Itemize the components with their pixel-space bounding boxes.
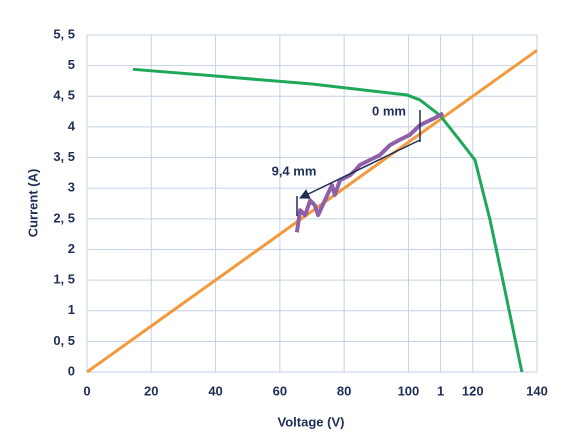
- y-tick-label: 3: [68, 180, 75, 195]
- x-tick-label: 40: [208, 383, 222, 398]
- distance-arrow: [296, 110, 421, 216]
- series-line: [294, 111, 445, 233]
- y-tick-label: 5, 5: [53, 26, 75, 41]
- y-axis-label: Current (A): [25, 169, 40, 238]
- x-tick-label: 0: [83, 383, 90, 398]
- x-tick-label: 1: [437, 383, 444, 398]
- y-tick-label: 1: [68, 302, 75, 317]
- series-line: [86, 49, 538, 374]
- x-tick-label: 140: [526, 383, 548, 398]
- y-tick-label: 0: [68, 363, 75, 378]
- x-tick-label: 20: [144, 383, 158, 398]
- y-tick-label: 5: [68, 57, 75, 72]
- y-tick-label: 4: [68, 118, 76, 133]
- series-line: [132, 67, 524, 373]
- x-axis-label: Voltage (V): [278, 414, 345, 429]
- annotation: 0 mm: [372, 103, 406, 118]
- y-tick-label: 2: [68, 241, 75, 256]
- x-tick-label: 120: [462, 383, 484, 398]
- annotation: 9,4 mm: [272, 163, 317, 178]
- y-tick-label: 1, 5: [53, 272, 75, 287]
- y-tick-label: 0, 5: [53, 333, 75, 348]
- y-tick-label: 4, 5: [53, 88, 75, 103]
- grid: [86, 34, 538, 373]
- x-tick-label: 60: [273, 383, 287, 398]
- x-tick-label: 80: [337, 383, 351, 398]
- y-tick-label: 2, 5: [53, 210, 75, 225]
- series-layer: [86, 49, 538, 374]
- y-tick-label: 3, 5: [53, 149, 75, 164]
- x-tick-label: 100: [398, 383, 420, 398]
